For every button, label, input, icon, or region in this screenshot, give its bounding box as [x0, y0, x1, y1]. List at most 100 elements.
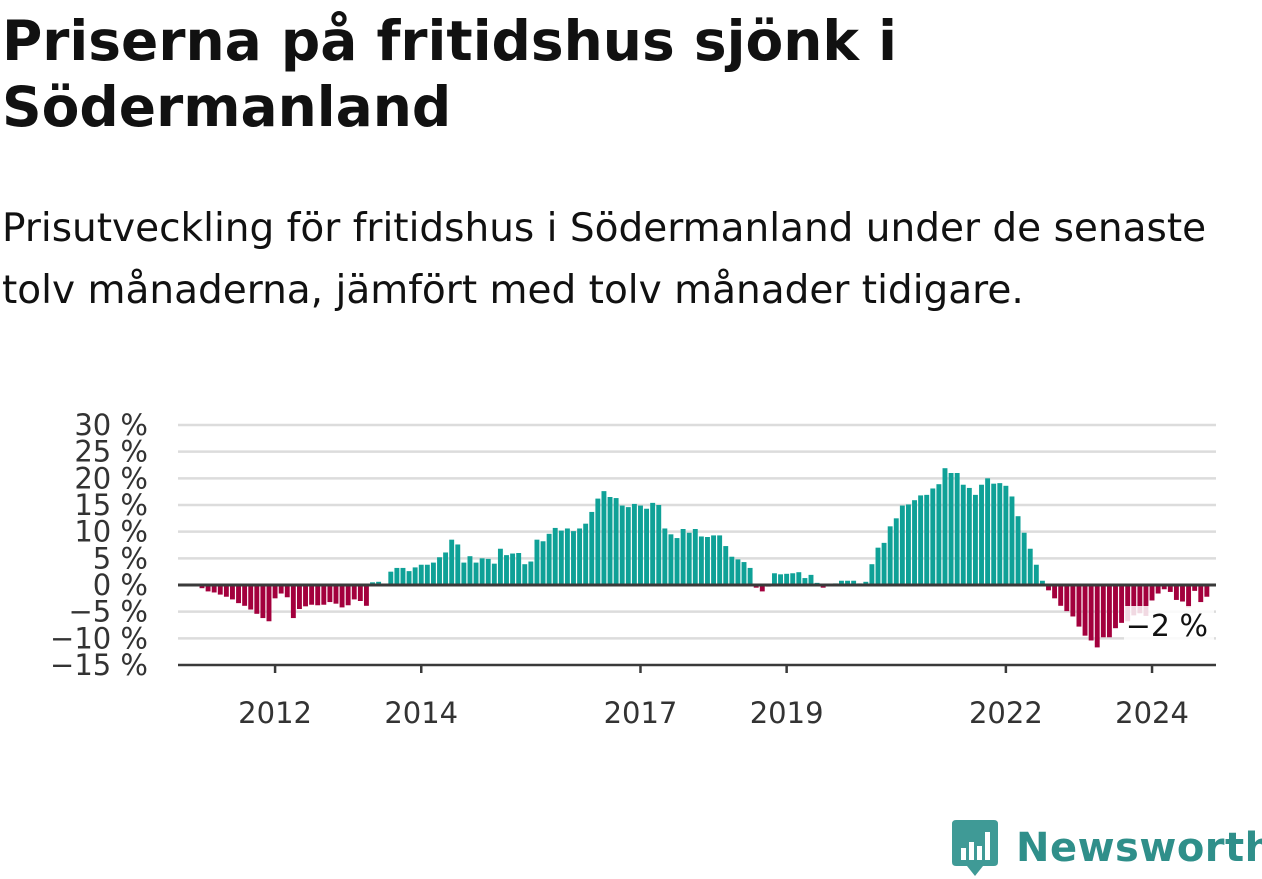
bar — [327, 585, 333, 603]
bar — [534, 539, 540, 585]
bar — [1015, 516, 1021, 585]
bar — [912, 500, 917, 585]
chart-title: Priserna på fritidshus sjönk i Södermanl… — [2, 9, 897, 139]
bar — [1143, 585, 1149, 616]
bar — [1149, 585, 1155, 601]
y-axis-ticks: 30 %25 %20 %15 %10 %5 %0 %−5 %−10 %−15 % — [50, 408, 148, 682]
bar — [199, 585, 205, 589]
bar — [644, 508, 650, 585]
bar — [540, 541, 546, 585]
bar — [893, 518, 899, 585]
bars — [199, 468, 1210, 648]
end-label-group: −2 % — [1124, 606, 1214, 644]
bar — [972, 494, 978, 585]
bar — [625, 507, 631, 585]
bar — [1027, 548, 1033, 585]
bar — [936, 484, 942, 585]
bar — [784, 573, 790, 585]
bar — [1088, 585, 1094, 641]
bar — [686, 532, 692, 585]
bar — [1021, 532, 1027, 585]
y-tick-label: 25 % — [74, 435, 148, 469]
bar — [376, 581, 382, 585]
bar — [1113, 585, 1118, 629]
bar — [449, 539, 455, 585]
bar — [1082, 585, 1088, 636]
bar — [564, 528, 570, 585]
bar — [863, 581, 869, 585]
bar — [942, 468, 948, 585]
bar — [796, 572, 802, 585]
bar — [552, 527, 558, 585]
bar — [1009, 496, 1015, 585]
y-tick-label: 20 % — [74, 461, 148, 495]
end-label-background — [1124, 606, 1214, 644]
bar — [723, 546, 729, 585]
bar — [1003, 485, 1009, 585]
bar — [211, 585, 217, 593]
bar — [869, 564, 875, 585]
bar — [1137, 585, 1143, 614]
x-tick-label: 2019 — [750, 696, 824, 730]
bar — [437, 557, 442, 585]
bar — [1192, 585, 1198, 591]
bar — [577, 528, 583, 585]
bar — [1125, 585, 1131, 622]
newsworthy-logo: Newsworthy — [950, 818, 1262, 878]
bar — [333, 585, 339, 604]
x-tick-label: 2024 — [1115, 696, 1189, 730]
bar — [741, 562, 747, 585]
bar — [1106, 585, 1112, 638]
bar — [692, 529, 698, 585]
bar — [260, 585, 266, 619]
bar — [656, 505, 662, 585]
bar — [1155, 585, 1161, 594]
bar — [504, 555, 509, 585]
bar — [650, 502, 656, 585]
bar — [1064, 585, 1070, 612]
x-axis-ticks: 2012 2014 2017 2019 2022 2024 — [238, 665, 1189, 730]
bar — [321, 585, 327, 605]
bar — [248, 585, 254, 610]
bar — [1058, 585, 1064, 606]
bar — [638, 505, 643, 585]
bar — [1186, 585, 1192, 608]
bar — [571, 531, 576, 585]
y-tick-label: −5 % — [68, 595, 148, 629]
bar — [339, 585, 345, 608]
bar — [230, 585, 235, 600]
bar — [522, 564, 528, 585]
bar — [595, 498, 601, 585]
bar — [406, 571, 412, 585]
bar — [266, 585, 272, 622]
bar — [705, 537, 710, 585]
bar — [345, 585, 351, 606]
bar — [528, 561, 534, 585]
bar — [808, 574, 814, 585]
bar — [236, 585, 241, 604]
y-tick-label: 5 % — [93, 541, 148, 575]
bar — [461, 562, 467, 585]
bar — [1131, 585, 1137, 616]
bar — [619, 505, 625, 585]
bar — [674, 538, 680, 585]
bar — [1046, 585, 1051, 591]
x-tick-label: 2012 — [238, 696, 312, 730]
bar — [223, 585, 229, 597]
bar — [851, 580, 857, 585]
bar — [424, 564, 430, 585]
bar — [351, 585, 357, 600]
bar — [924, 494, 930, 585]
bar — [309, 585, 315, 605]
bar — [357, 585, 363, 601]
bar — [205, 585, 211, 592]
bar — [985, 478, 991, 585]
bar — [1076, 585, 1082, 627]
bar — [1198, 585, 1204, 603]
chart-subtitle: Prisutveckling för fritidshus i Söderman… — [2, 206, 1207, 313]
bar — [979, 484, 984, 585]
bar — [991, 483, 997, 585]
bar — [905, 504, 911, 585]
bar — [473, 562, 479, 585]
bar — [1094, 585, 1100, 648]
